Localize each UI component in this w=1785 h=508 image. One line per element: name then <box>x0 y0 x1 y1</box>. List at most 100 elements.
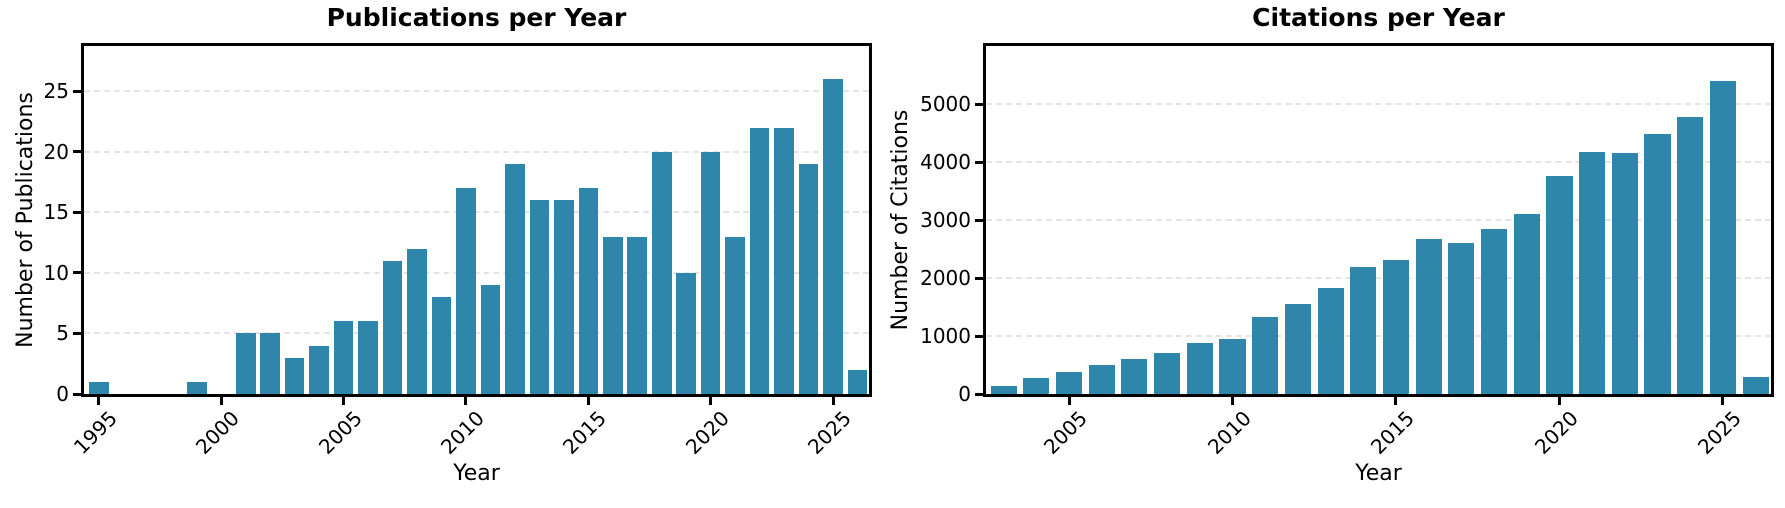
bar-2014 <box>1350 266 1377 394</box>
bar-2024 <box>798 164 819 394</box>
bar-2009 <box>431 297 452 394</box>
x-axis-label: Year <box>1355 461 1402 486</box>
y-gridline <box>84 90 869 93</box>
y-gridline <box>986 219 1771 221</box>
y-tick-mark <box>975 392 983 396</box>
x-tick-mark <box>97 397 101 405</box>
bar-2026 <box>1742 377 1769 394</box>
chart-title: Publications per Year <box>326 3 627 32</box>
bar-2001 <box>235 333 256 394</box>
x-tick-mark <box>1394 397 1398 405</box>
x-tick-mark <box>1231 397 1235 405</box>
y-tick-label: 25 <box>43 79 69 104</box>
y-tick-label: 1000 <box>920 324 971 348</box>
bar-2008 <box>407 248 427 394</box>
y-tick-label: 10 <box>43 260 69 285</box>
bar-2025 <box>1709 80 1736 394</box>
x-tick-label-text: 2020 <box>1529 406 1583 459</box>
y-gridline <box>84 211 869 214</box>
x-tick-mark <box>586 397 590 405</box>
y-tick-label: 2000 <box>920 266 971 290</box>
plot-area: 0 5 10 15 20 25 1995 2000 2005 2010 2015 2020 2025 <box>44 43 872 459</box>
bar-2019 <box>676 272 696 394</box>
bar-2008 <box>1154 352 1181 394</box>
bar-2006 <box>358 321 378 394</box>
bar-2015 <box>1382 259 1410 394</box>
y-tick-label: 4000 <box>920 150 971 174</box>
bar-2004 <box>1023 377 1050 394</box>
bar-1995 <box>89 381 109 394</box>
bar-2013 <box>1317 288 1344 394</box>
x-tick-mark <box>709 397 713 405</box>
bar-2018 <box>1480 228 1508 394</box>
y-tick-label: 5000 <box>920 92 971 116</box>
bar-2005 <box>333 321 354 394</box>
bar-2010 <box>1219 338 1246 394</box>
bar-2016 <box>603 236 623 394</box>
bar-2014 <box>554 200 574 394</box>
y-gridline <box>84 271 869 274</box>
bar-2006 <box>1088 364 1115 394</box>
y-tick-mark <box>975 334 983 338</box>
y-gridline <box>986 161 1771 163</box>
x-tick-mark <box>342 397 346 405</box>
bar-2015 <box>578 188 599 394</box>
chart-title: Citations per Year <box>1252 3 1505 32</box>
x-tick-mark <box>219 397 223 405</box>
bar-2011 <box>1252 317 1279 394</box>
bar-2021 <box>725 236 745 394</box>
bar-2007 <box>382 260 403 394</box>
y-tick-label: 0 <box>56 382 69 406</box>
bar-2012 <box>505 164 525 394</box>
y-tick-label: 5 <box>56 321 69 346</box>
y-tick-label: 20 <box>43 139 69 164</box>
bar-2021 <box>1579 151 1606 394</box>
bar-2010 <box>456 188 476 394</box>
bar-2020 <box>700 151 721 394</box>
y-tick-mark <box>73 271 81 275</box>
bar-2007 <box>1121 358 1148 394</box>
y-gridline <box>84 150 869 153</box>
x-tick-label-text: 2015 <box>1365 406 1419 459</box>
y-tick-mark <box>73 331 81 335</box>
x-tick-label-text: 2010 <box>1202 406 1256 459</box>
bar-2019 <box>1513 214 1540 394</box>
bar-2016 <box>1415 239 1442 394</box>
y-tick-mark <box>73 89 81 93</box>
bar-2003 <box>990 385 1017 394</box>
bar-2022 <box>1611 152 1638 394</box>
bar-2009 <box>1186 342 1213 394</box>
y-gridline <box>986 103 1771 105</box>
x-tick-label-text: 2005 <box>1039 406 1093 459</box>
x-tick-label-text: 2025 <box>1692 406 1746 459</box>
y-tick-mark <box>975 160 983 164</box>
x-tick-mark <box>831 397 835 405</box>
y-tick-mark <box>73 210 81 214</box>
y-tick-mark <box>73 392 81 396</box>
bar-2023 <box>774 127 794 394</box>
x-tick-mark <box>1067 397 1071 405</box>
bar-2003 <box>284 357 305 394</box>
bar-2024 <box>1677 117 1704 394</box>
bar-2017 <box>627 236 648 394</box>
bar-2025 <box>823 79 843 394</box>
bar-2005 <box>1055 371 1083 394</box>
bar-2018 <box>651 151 672 394</box>
bar-2013 <box>529 200 550 394</box>
bar-2011 <box>480 285 501 394</box>
plot-area: 0 1000 2000 3000 4000 5000 2005 2010 2015 2020 202… <box>920 43 1774 459</box>
y-tick-mark <box>73 150 81 154</box>
y-tick-label: 0 <box>958 382 971 406</box>
bar-2020 <box>1546 175 1573 394</box>
y-gridline <box>84 332 869 335</box>
x-tick-mark <box>464 397 468 405</box>
bar-2026 <box>847 369 868 394</box>
y-gridline <box>986 335 1771 337</box>
bar-2023 <box>1644 133 1671 394</box>
bar-2002 <box>260 333 280 394</box>
x-axis-label: Year <box>453 461 500 486</box>
y-tick-mark <box>975 102 983 106</box>
bar-2004 <box>309 345 329 394</box>
